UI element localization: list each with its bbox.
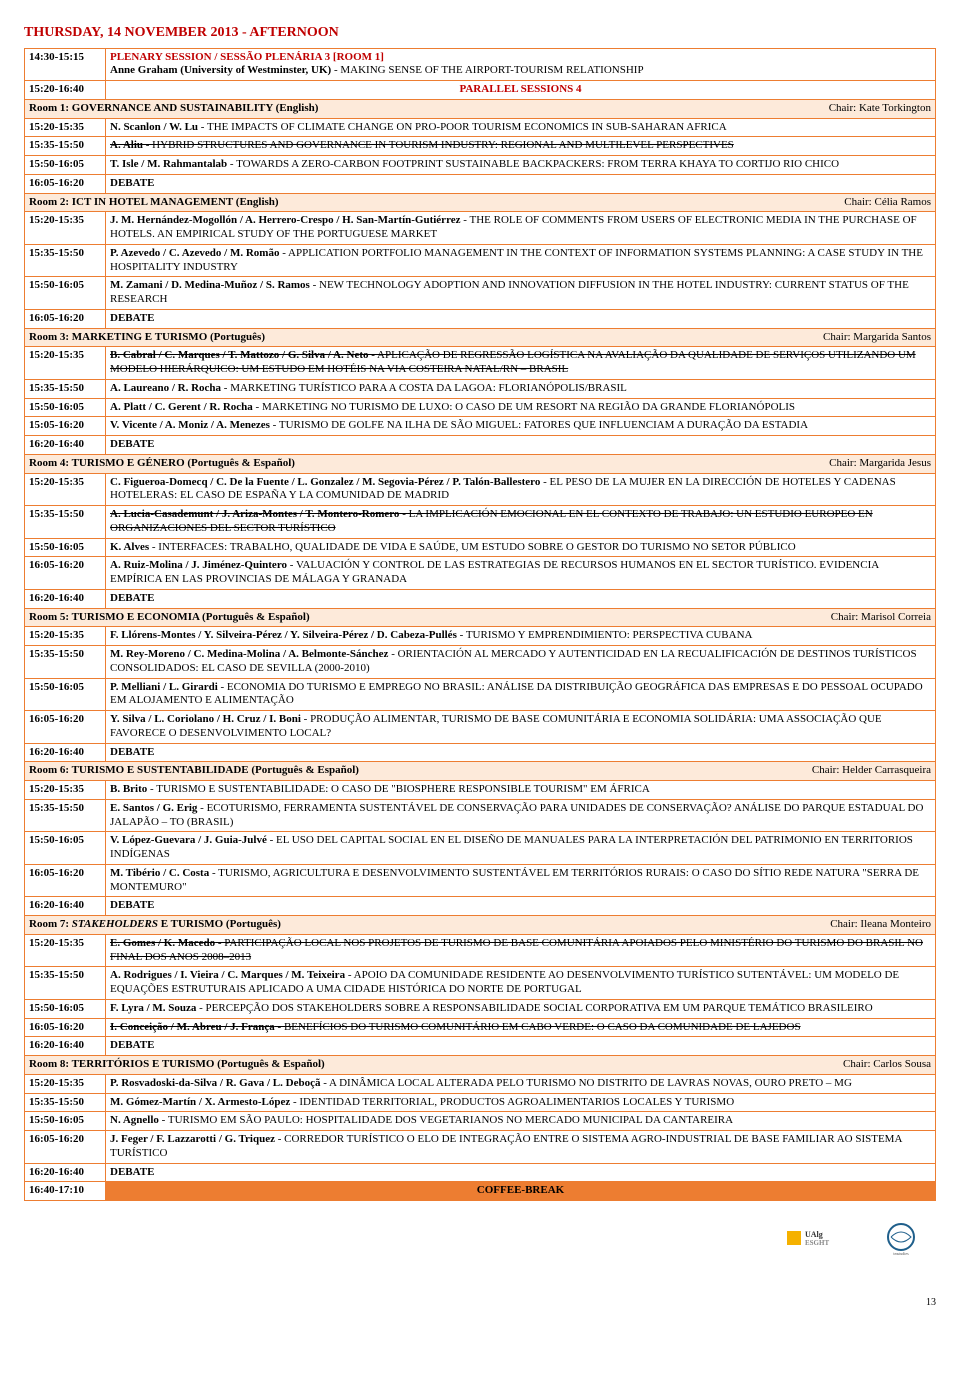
talk-cell: DEBATE xyxy=(106,309,936,328)
talk-cell: E. Santos / G. Erig - ECOTURISMO, FERRAM… xyxy=(106,799,936,832)
tmstudies-logo: tmstudies xyxy=(866,1221,936,1257)
talk-cell: V. Vicente / A. Moniz / A. Menezes - TUR… xyxy=(106,417,936,436)
time-cell: 15:35-15:50 xyxy=(25,379,106,398)
time-cell: 16:05-16:20 xyxy=(25,557,106,590)
talk-cell: N. Scanlon / W. Lu - THE IMPACTS OF CLIM… xyxy=(106,118,936,137)
talk-cell: E. Gomes / K. Macedo - PARTICIPAÇÃO LOCA… xyxy=(106,934,936,967)
coffee-time: 16:40-17:10 xyxy=(25,1182,106,1201)
time-cell: 15:35-15:50 xyxy=(25,799,106,832)
time-cell: 15:50-16:05 xyxy=(25,678,106,711)
talk-cell: P. Rosvadoski-da-Silva / R. Gava / L. De… xyxy=(106,1074,936,1093)
time-cell: 15:20-15:35 xyxy=(25,627,106,646)
talk-cell: A. Rodrigues / I. Vieira / C. Marques / … xyxy=(106,967,936,1000)
time-cell: 16:05-16:20 xyxy=(25,864,106,897)
time-cell: 15:20-15:35 xyxy=(25,212,106,245)
time-cell: 16:05-16:20 xyxy=(25,1018,106,1037)
time-cell: 15:20-15:35 xyxy=(25,118,106,137)
time-cell: 15:35-15:50 xyxy=(25,1093,106,1112)
time-cell: 15:20-15:35 xyxy=(25,1074,106,1093)
talk-cell: DEBATE xyxy=(106,589,936,608)
time-cell: 16:20-16:40 xyxy=(25,1037,106,1056)
time-cell: 15:35-15:50 xyxy=(25,137,106,156)
schedule-table: 14:30-15:15PLENARY SESSION / SESSÃO PLEN… xyxy=(24,48,936,1202)
time-cell: 15:50-16:05 xyxy=(25,999,106,1018)
talk-cell: P. Melliani / L. Girardi - ECONOMIA DO T… xyxy=(106,678,936,711)
talk-cell: B. Brito - TURISMO E SUSTENTABILIDADE: O… xyxy=(106,781,936,800)
time-cell: 15:35-15:50 xyxy=(25,967,106,1000)
room-header-4: Room 4: TURISMO E GÉNERO (Português & Es… xyxy=(25,454,936,473)
plenary-time: 14:30-15:15 xyxy=(25,48,106,81)
time-cell: 16:20-16:40 xyxy=(25,436,106,455)
coffee-label: COFFEE-BREAK xyxy=(106,1182,936,1201)
time-cell: 15:50-16:05 xyxy=(25,832,106,865)
page-number: 13 xyxy=(24,1297,936,1310)
talk-cell: DEBATE xyxy=(106,743,936,762)
talk-cell: DEBATE xyxy=(106,174,936,193)
svg-text:ESGHT: ESGHT xyxy=(805,1239,829,1247)
talk-cell: I. Conceição / M. Abreu / J. França - BE… xyxy=(106,1018,936,1037)
time-cell: 15:20-15:35 xyxy=(25,473,106,506)
talk-cell: K. Alves - INTERFACES: TRABALHO, QUALIDA… xyxy=(106,538,936,557)
time-cell: 15:50-16:05 xyxy=(25,398,106,417)
talk-cell: T. Isle / M. Rahmantalab - TOWARDS A ZER… xyxy=(106,156,936,175)
room-header-7: Room 7: STAKEHOLDERS E TURISMO (Portuguê… xyxy=(25,916,936,935)
talk-cell: DEBATE xyxy=(106,897,936,916)
talk-cell: DEBATE xyxy=(106,436,936,455)
talk-cell: A. Lucia-Casademunt / J. Ariza-Montes / … xyxy=(106,506,936,539)
room-header-1: Room 1: GOVERNANCE AND SUSTAINABILITY (E… xyxy=(25,99,936,118)
time-cell: 15:50-16:05 xyxy=(25,156,106,175)
time-cell: 16:05-16:20 xyxy=(25,711,106,744)
time-cell: 16:20-16:40 xyxy=(25,897,106,916)
time-cell: 15:20-15:35 xyxy=(25,934,106,967)
time-cell: 16:20-16:40 xyxy=(25,589,106,608)
talk-cell: A. Ruiz-Molina / J. Jiménez-Quintero - V… xyxy=(106,557,936,590)
talk-cell: A. Platt / C. Gerent / R. Rocha - MARKET… xyxy=(106,398,936,417)
time-cell: 16:05-16:20 xyxy=(25,309,106,328)
talk-cell: M. Rey-Moreno / C. Medina-Molina / A. Be… xyxy=(106,646,936,679)
svg-text:tmstudies: tmstudies xyxy=(893,1251,909,1256)
time-cell: 15:05-16:20 xyxy=(25,417,106,436)
talk-cell: N. Agnello - TURISMO EM SÃO PAULO: HOSPI… xyxy=(106,1112,936,1131)
parallel-title: PARALLEL SESSIONS 4 xyxy=(106,81,936,100)
time-cell: 15:35-15:50 xyxy=(25,506,106,539)
time-cell: 15:50-16:05 xyxy=(25,538,106,557)
talk-cell: DEBATE xyxy=(106,1037,936,1056)
time-cell: 16:20-16:40 xyxy=(25,1163,106,1182)
time-cell: 15:50-16:05 xyxy=(25,277,106,310)
svg-text:UAlg: UAlg xyxy=(805,1230,823,1239)
time-cell: 16:20-16:40 xyxy=(25,743,106,762)
time-cell: 15:50-16:05 xyxy=(25,1112,106,1131)
room-header-3: Room 3: MARKETING E TURISMO (Português)C… xyxy=(25,328,936,347)
time-cell: 15:20-15:35 xyxy=(25,781,106,800)
footer-logos: UAlgESGHT tmstudies xyxy=(24,1221,936,1257)
talk-cell: F. Lyra / M. Souza - PERCEPÇÃO DOS STAKE… xyxy=(106,999,936,1018)
talk-cell: P. Azevedo / C. Azevedo / M. Romão - APP… xyxy=(106,244,936,277)
room-header-2: Room 2: ICT IN HOTEL MANAGEMENT (English… xyxy=(25,193,936,212)
time-cell: 15:35-15:50 xyxy=(25,244,106,277)
talk-cell: V. López-Guevara / J. Guia-Julvé - EL US… xyxy=(106,832,936,865)
time-cell: 16:05-16:20 xyxy=(25,1131,106,1164)
ualg-esght-logo: UAlgESGHT xyxy=(785,1221,855,1257)
talk-cell: B. Cabral / C. Marques / T. Mattozo / G.… xyxy=(106,347,936,380)
talk-cell: J. M. Hernández-Mogollón / A. Herrero-Cr… xyxy=(106,212,936,245)
time-cell: 15:35-15:50 xyxy=(25,646,106,679)
time-cell: 16:05-16:20 xyxy=(25,174,106,193)
room-header-6: Room 6: TURISMO E SUSTENTABILIDADE (Port… xyxy=(25,762,936,781)
talk-cell: J. Feger / F. Lazzarotti / G. Triquez - … xyxy=(106,1131,936,1164)
talk-cell: M. Tibério / C. Costa - TURISMO, AGRICUL… xyxy=(106,864,936,897)
talk-cell: A. Aliu - HYBRID STRUCTURES AND GOVERNAN… xyxy=(106,137,936,156)
talk-cell: DEBATE xyxy=(106,1163,936,1182)
talk-cell: F. Llórens-Montes / Y. Silveira-Pérez / … xyxy=(106,627,936,646)
time-cell: 15:20-15:35 xyxy=(25,347,106,380)
talk-cell: A. Laureano / R. Rocha - MARKETING TURÍS… xyxy=(106,379,936,398)
plenary-cell: PLENARY SESSION / SESSÃO PLENÁRIA 3 [ROO… xyxy=(106,48,936,81)
room-header-8: Room 8: TERRITÓRIOS E TURISMO (Português… xyxy=(25,1056,936,1075)
day-header: THURSDAY, 14 NOVEMBER 2013 - AFTERNOON xyxy=(24,24,936,42)
talk-cell: C. Figueroa-Domecq / C. De la Fuente / L… xyxy=(106,473,936,506)
talk-cell: Y. Silva / L. Coriolano / H. Cruz / I. B… xyxy=(106,711,936,744)
talk-cell: M. Gómez-Martín / X. Armesto-López - IDE… xyxy=(106,1093,936,1112)
parallel-time: 15:20-16:40 xyxy=(25,81,106,100)
talk-cell: M. Zamani / D. Medina-Muñoz / S. Ramos -… xyxy=(106,277,936,310)
room-header-5: Room 5: TURISMO E ECONOMIA (Português & … xyxy=(25,608,936,627)
